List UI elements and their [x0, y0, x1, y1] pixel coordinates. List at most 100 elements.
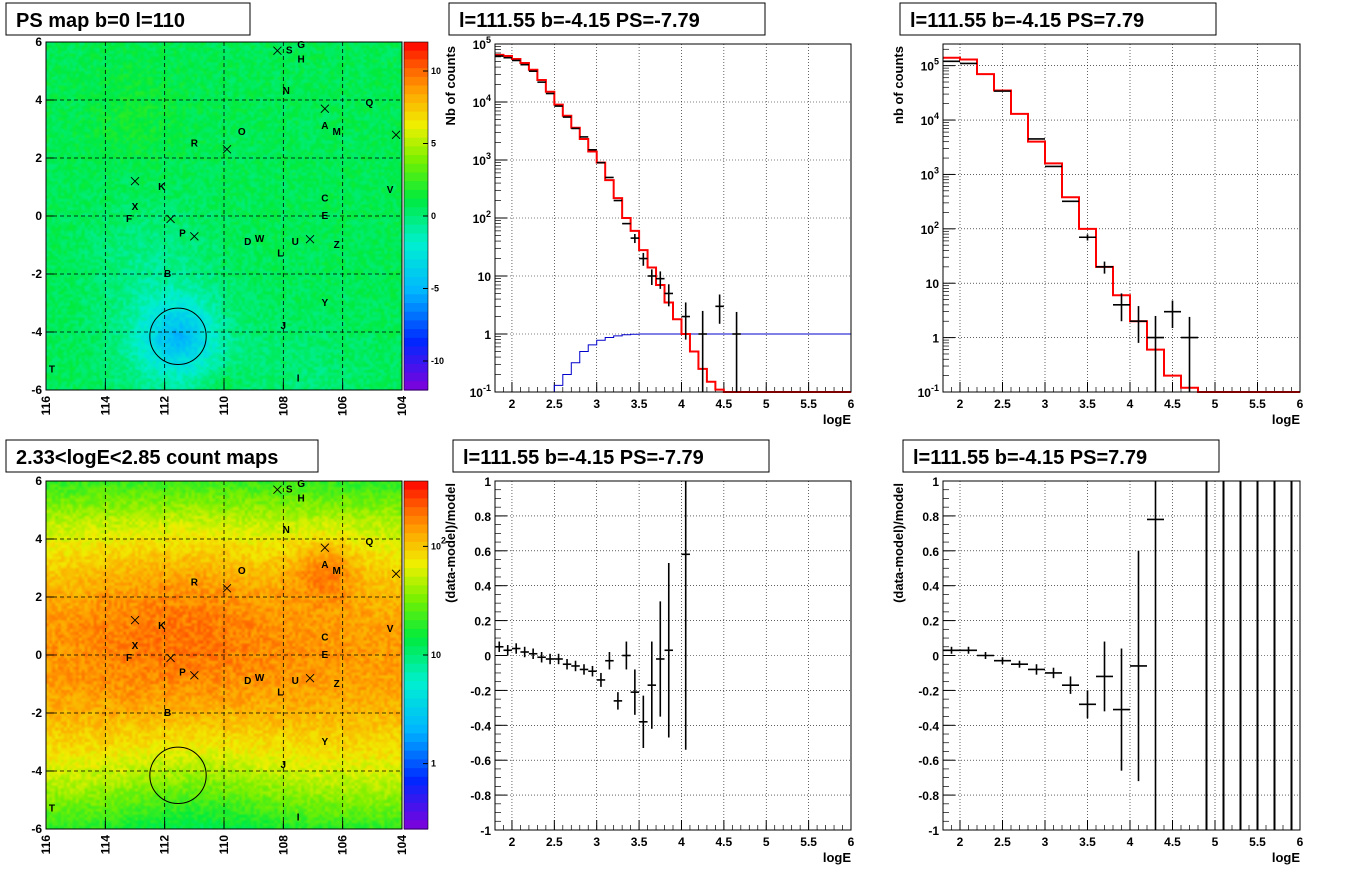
- source-label: R: [191, 138, 199, 149]
- colorbar-band: [404, 111, 428, 121]
- colorbar-band: [404, 559, 428, 569]
- x-tick-label: 2: [509, 835, 516, 849]
- source-label: K: [158, 621, 166, 632]
- y-tick-label: 0: [484, 650, 491, 664]
- colorbar-band: [404, 802, 428, 813]
- title-box: [452, 439, 770, 473]
- cross-marker: [320, 104, 330, 114]
- source-label: Z: [334, 240, 340, 251]
- y-tick-label: -0.2: [470, 684, 491, 698]
- colorbar-tick-label: 0: [431, 211, 436, 221]
- colorbar-band: [404, 363, 428, 374]
- colorbar-band: [404, 663, 428, 673]
- x-axis-label: logE: [823, 850, 851, 865]
- cross-marker: [190, 670, 199, 680]
- colorbar-tick-label: 10: [431, 66, 441, 76]
- cross-marker: [222, 583, 232, 593]
- panel-title: l=111.55 b=-4.15 PS=7.79: [913, 447, 1147, 469]
- x-tick-label: 104: [395, 835, 409, 855]
- x-tick-label: 6: [1297, 835, 1304, 849]
- colorbar-band: [404, 224, 428, 234]
- y-tick-label: -0.6: [918, 754, 939, 768]
- y-tick-label: 0.6: [922, 545, 939, 559]
- y-tick-label: 2: [35, 151, 42, 165]
- colorbar-band: [404, 611, 428, 621]
- y-tick-label: 0.4: [922, 580, 939, 594]
- colorbar-band: [404, 715, 428, 726]
- panel-title: l=111.55 b=-4.15 PS=-7.79: [463, 447, 704, 469]
- colorbar-band: [404, 216, 428, 226]
- model-total-line: [943, 56, 1300, 393]
- psf-circle: [149, 307, 207, 366]
- y-tick-label: 105: [473, 35, 491, 52]
- colorbar-band: [404, 85, 428, 95]
- source-label: Q: [365, 537, 373, 548]
- panel-title: 2.33<logE<2.85 count maps: [16, 447, 278, 469]
- colorbar-band: [404, 276, 428, 287]
- x-tick-label: 3.5: [631, 835, 648, 849]
- x-tick-label: 6: [848, 835, 855, 849]
- source-label: M: [333, 566, 341, 577]
- source-label: T: [49, 804, 55, 815]
- colorbar-band: [404, 268, 428, 278]
- x-tick-label: 106: [336, 396, 350, 416]
- x-tick-label: 116: [39, 396, 53, 416]
- source-label: O: [238, 566, 246, 577]
- x-tick-label: 5: [763, 835, 770, 849]
- colorbar-band: [404, 568, 428, 578]
- colorbar-band: [404, 285, 428, 295]
- y-tick-label: 6: [35, 35, 42, 49]
- colorbar-band: [404, 172, 428, 182]
- y-tick-label: -1: [928, 824, 939, 838]
- x-tick-label: 4: [678, 835, 685, 849]
- residuals-negative-panel: 2 2.5 3 3.5 4 4.5 5 5.5 6 1 0.8 0.6 0.4 0.2 0 -0.2 -0.4 -…: [443, 439, 855, 865]
- y-tick-label: -0.4: [918, 719, 939, 733]
- colorbar-band: [404, 337, 428, 348]
- y-axis-label: nb of counts: [891, 46, 906, 124]
- plot-frame: [942, 43, 1301, 393]
- colorbar-band: [404, 733, 428, 743]
- colorbar-band: [404, 129, 428, 139]
- x-tick-label: 2: [957, 397, 964, 411]
- source-label: E: [322, 650, 329, 661]
- x-tick-label: 4.5: [1164, 835, 1181, 849]
- x-tick-label: 4.5: [716, 397, 733, 411]
- colorbar-band: [404, 533, 428, 543]
- colorbar-band: [404, 155, 428, 165]
- source-label: R: [191, 577, 199, 588]
- x-tick-label: 104: [395, 396, 409, 416]
- y-tick-label: -4: [31, 325, 42, 339]
- x-tick-label: 2.5: [546, 397, 563, 411]
- colorbar-band: [404, 794, 428, 804]
- colorbar-band: [404, 50, 428, 60]
- x-tick-label: 3.5: [1079, 397, 1096, 411]
- colorbar-band: [404, 59, 428, 69]
- source-label: P: [179, 228, 186, 239]
- panel-title: l=111.55 b=-4.15 PS=-7.79: [459, 10, 700, 32]
- source-label: O: [238, 127, 246, 138]
- source-label: K: [158, 182, 166, 193]
- y-tick-label: 103: [921, 165, 939, 182]
- colorbar-band: [404, 681, 428, 691]
- source-label: F: [126, 653, 132, 664]
- x-tick-label: 5: [763, 397, 770, 411]
- x-tick-label: 5.5: [800, 397, 817, 411]
- x-tick-label: 2: [509, 397, 516, 411]
- source-label: N: [283, 525, 290, 536]
- x-tick-label: 4.5: [716, 835, 733, 849]
- y-tick-label: 10: [478, 270, 492, 284]
- colorbar-band: [404, 198, 428, 208]
- colorbar-tick-label: 1: [431, 759, 436, 769]
- colorbar-band: [404, 541, 428, 552]
- x-tick-label: 5: [1212, 835, 1219, 849]
- source-label: M: [333, 127, 341, 138]
- colorbar-band: [404, 620, 428, 630]
- y-tick-label: -0.8: [918, 789, 939, 803]
- y-tick-label: 1: [484, 475, 491, 489]
- source-label: S: [286, 46, 293, 57]
- counts-spectrum-negative-panel: 2 2.5 3 3.5 4 4.5 5 5.5 610510410310210110-1logE…: [443, 2, 855, 427]
- y-tick-label: -0.2: [918, 684, 939, 698]
- colorbar-band: [404, 655, 428, 665]
- y-tick-label: 104: [921, 111, 939, 128]
- x-tick-label: 112: [158, 835, 172, 855]
